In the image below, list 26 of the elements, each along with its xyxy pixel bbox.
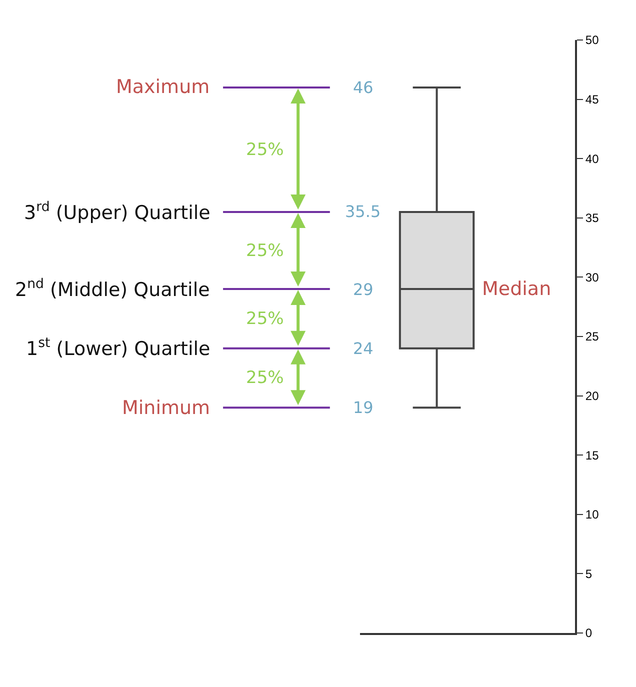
- y-tick-label: 45: [585, 92, 600, 106]
- text: 25%: [246, 368, 284, 388]
- y-tick-label: 15: [585, 448, 600, 462]
- y-tick-label: 35: [585, 211, 600, 226]
- y-tick-label: 20: [585, 389, 600, 403]
- y-tick-label: 25: [585, 330, 600, 344]
- ref-line-label: Minimum: [122, 397, 210, 419]
- y-tick-label: 10: [585, 508, 600, 522]
- annotation: 35.5: [345, 202, 381, 221]
- text: 25%: [246, 309, 284, 329]
- annotation: Median: [482, 278, 552, 300]
- y-tick-label: 50: [585, 33, 600, 48]
- annotation: 29: [353, 280, 374, 299]
- y-tick-label: 40: [585, 152, 600, 166]
- ref-line-label: Maximum: [116, 76, 210, 98]
- annotation: 19: [353, 398, 374, 417]
- text: 25%: [246, 140, 284, 160]
- annotation: 46: [353, 78, 374, 97]
- y-tick-label: 5: [585, 566, 592, 581]
- y-tick-label: 0: [585, 626, 592, 640]
- annotation: 24: [353, 339, 374, 358]
- ref-line-label: 2$^{nd}$ (Middle) Quartile: [15, 277, 210, 301]
- ref-line-label: 3$^{rd}$ (Upper) Quartile: [24, 200, 210, 224]
- text: 25%: [246, 241, 284, 261]
- ref-line-label: 1$^{st}$ (Lower) Quartile: [26, 336, 210, 360]
- y-tick-label: 30: [585, 270, 600, 284]
